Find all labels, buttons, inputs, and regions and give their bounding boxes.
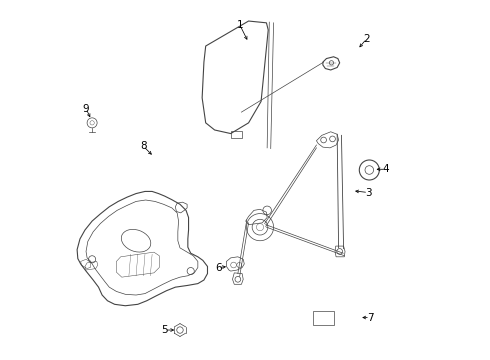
Text: 5: 5 (161, 325, 168, 335)
Text: 4: 4 (383, 164, 390, 174)
Text: 2: 2 (363, 34, 370, 44)
Text: 1: 1 (236, 19, 243, 30)
Text: 7: 7 (367, 312, 373, 323)
Text: 6: 6 (215, 262, 221, 273)
Text: 9: 9 (83, 104, 89, 113)
Text: 8: 8 (140, 141, 147, 151)
Text: 3: 3 (365, 188, 371, 198)
Bar (231, 131, 242, 138)
